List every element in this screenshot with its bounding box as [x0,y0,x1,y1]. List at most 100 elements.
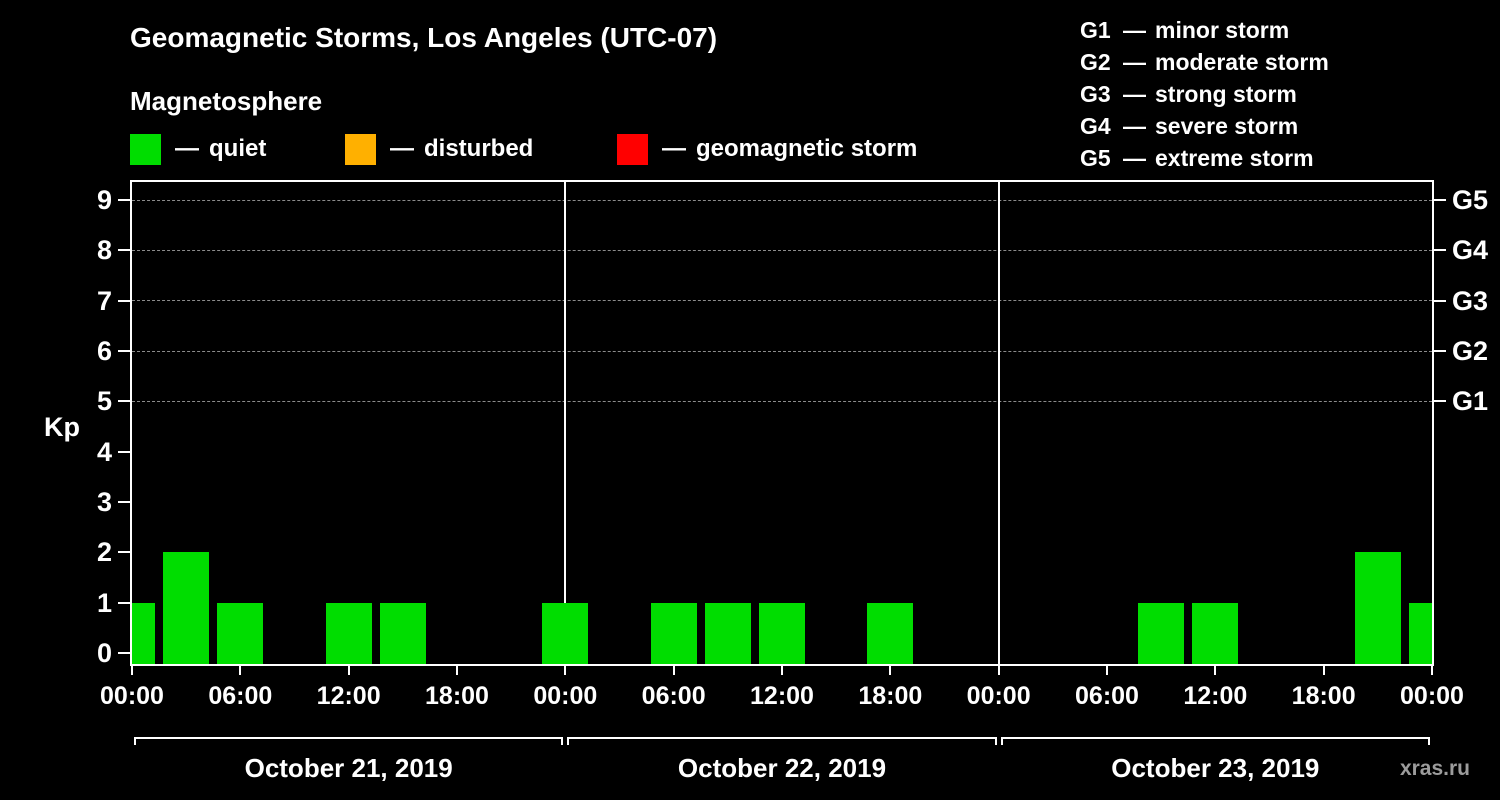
x-axis-label: 18:00 [1291,682,1356,710]
y-axis-label: 0 [96,638,112,668]
legend-label-disturbed: disturbed [424,135,534,162]
storm-scale-dash: — [1123,113,1146,139]
x-axis-label: 00:00 [533,682,598,710]
x-axis-tick [1106,666,1108,675]
x-axis-label: 12:00 [316,682,381,710]
storm-scale-dash: — [1123,49,1146,75]
kp-bar [325,602,372,664]
g1-code: G1 [1080,17,1111,43]
g3-code: G3 [1080,81,1111,107]
kp-bar [163,552,210,664]
day-divider [997,182,1000,664]
g2-code: G2 [1080,49,1111,75]
y-axis-label: 8 [96,235,112,266]
y-axis-tick [118,501,130,503]
right-axis-tick [1434,249,1446,252]
right-axis-tick [1434,199,1446,202]
storm-scale-dash: — [1123,145,1146,171]
x-axis-tick [889,666,892,675]
x-axis-label: 12:00 [750,682,814,710]
x-axis-tick [347,666,350,675]
day-divider [564,182,567,664]
legend-label-storm: geomagnetic storm [696,135,918,162]
y-axis-tick [118,652,130,654]
right-axis-label: G5 [1452,185,1489,216]
kp-bar [650,602,697,664]
x-axis-label: 18:00 [858,682,923,710]
y-axis-label: 2 [96,537,112,568]
right-axis-tick [1434,350,1446,353]
y-axis-tick [118,299,130,302]
disturbed-color-swatch-icon [345,133,376,165]
y-axis-tick [118,350,130,353]
legend-item-storm: — geomagnetic storm [617,133,917,165]
kp-bar [1138,602,1185,664]
x-axis-tick [456,666,458,675]
x-axis-label: 06:00 [1075,682,1139,710]
kp-bar [542,602,589,664]
right-axis-tick [1434,299,1446,302]
storm-scale-item-g3: G3 — strong storm [1080,78,1329,110]
gridline-kp6 [132,350,1432,352]
quiet-color-swatch-icon [130,133,161,165]
x-axis-tick [672,666,675,675]
right-axis-label: G3 [1452,285,1489,316]
x-axis-label: 00:00 [966,682,1031,710]
x-axis-tick [564,666,567,675]
y-axis-tick [118,601,130,604]
g4-code: G4 [1080,113,1111,139]
x-axis-tick [239,666,242,675]
legend-dash: — [662,135,686,162]
x-axis-tick [1431,666,1433,675]
legend-item-quiet: — quiet [130,133,266,165]
y-axis-label: 9 [96,185,112,216]
watermark: xras.ru [1399,757,1470,780]
right-axis-label: G4 [1452,235,1489,266]
y-axis-label: 5 [96,386,112,417]
y-axis-tick [118,249,130,252]
y-axis-label: 7 [96,285,112,316]
x-axis-label: 12:00 [1183,682,1248,710]
y-axis-tick [118,199,130,202]
storm-scale-dash: — [1123,81,1146,107]
day-bracket [134,737,564,745]
kp-bar [1192,602,1239,664]
g3-label: strong storm [1155,81,1297,107]
x-axis-tick [1214,666,1217,675]
storm-scale-item-g4: G4 — severe storm [1080,110,1329,142]
x-axis-label: 06:00 [208,682,273,710]
storm-scale-item-g2: G2 — moderate storm [1080,46,1329,78]
y-axis-tick [118,400,130,403]
storm-scale-dash: — [1123,17,1146,43]
day-bracket [567,737,997,745]
kp-bar [759,602,805,664]
gridline-kp7 [132,300,1432,302]
y-axis-title: Kp [44,412,80,442]
day-bracket [1000,737,1430,745]
right-axis-label: G1 [1452,386,1489,417]
storm-color-swatch-icon [617,133,648,165]
x-axis-tick [781,666,783,675]
kp-bar [379,602,426,664]
storm-scale-legend: G1 — minor storm G2 — moderate storm G3 — stro… [1080,14,1329,174]
plot-frame [130,180,1434,666]
g2-label: moderate storm [1155,49,1329,75]
legend-dash: — [390,135,414,162]
storm-scale-item-g1: G1 — minor storm [1080,14,1329,46]
g5-label: extreme storm [1155,145,1314,171]
gridline-kp9 [132,199,1432,201]
kp-bar [867,602,914,664]
legend-label-quiet: quiet [209,135,267,162]
day-date-label: October 22, 2019 [677,753,887,783]
g4-label: severe storm [1155,113,1299,139]
kp-bar [704,602,751,664]
plot-area [132,182,1432,664]
right-axis-label: G2 [1452,336,1489,367]
g1-label: minor storm [1155,17,1290,43]
y-axis-label: 4 [96,436,112,467]
chart-title: Geomagnetic Storms, Los Angeles (UTC-07) [130,22,718,53]
g5-code: G5 [1080,145,1111,171]
gridline-kp8 [132,249,1432,251]
kp-bar [132,602,155,664]
